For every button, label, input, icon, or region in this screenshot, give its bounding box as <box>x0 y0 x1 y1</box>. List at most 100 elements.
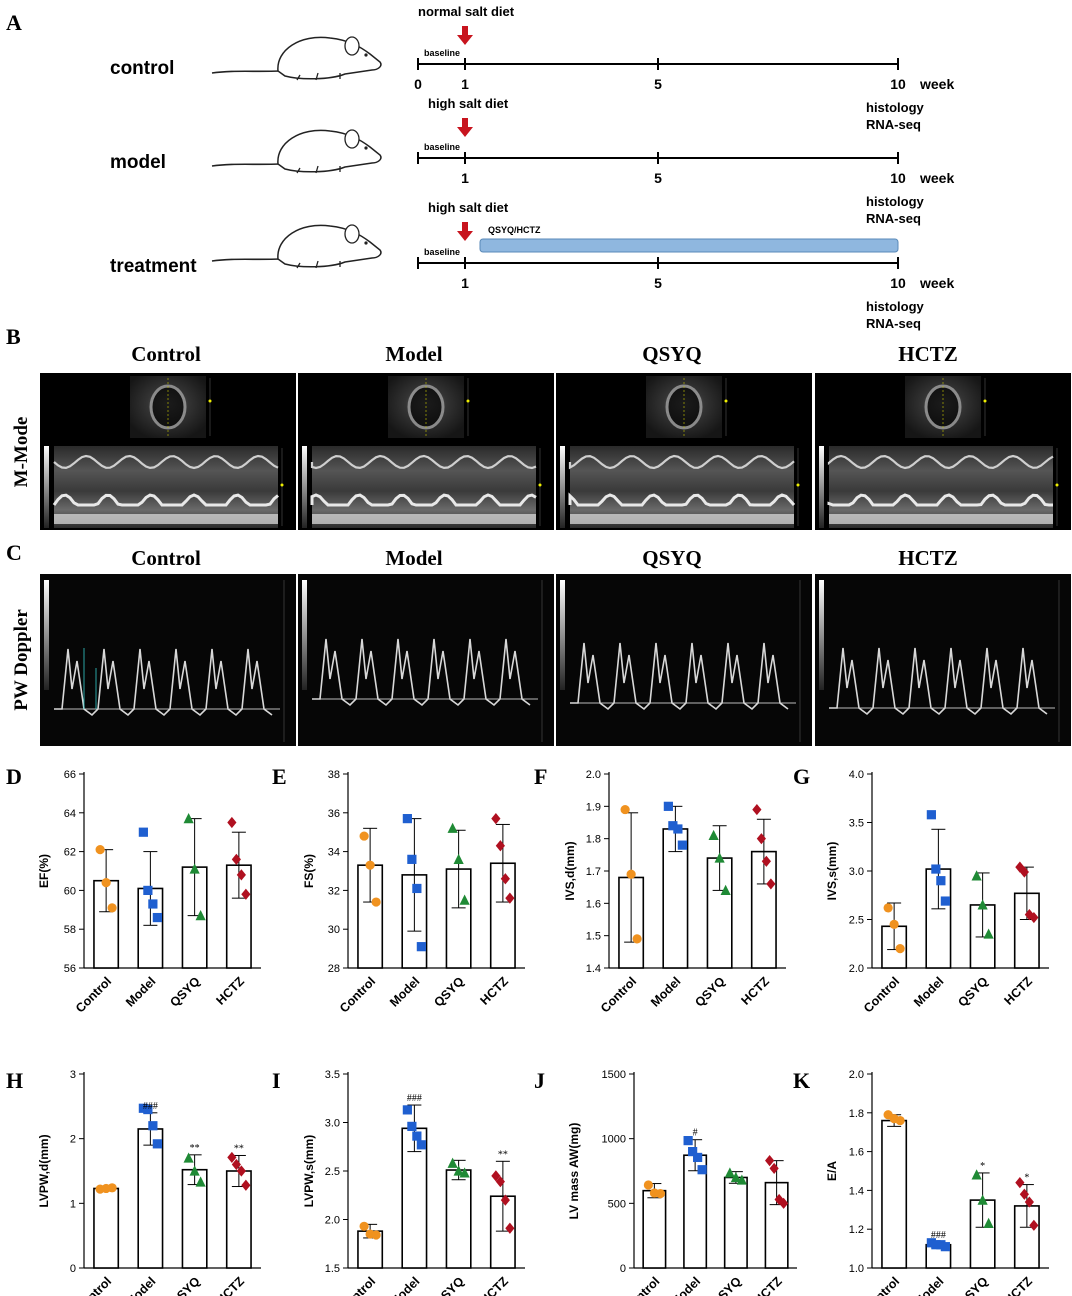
data-point-square <box>416 942 426 952</box>
chart-g: G 2.0 2.5 3.0 3.5 4.0 IVS,s(mm) Control Model QSY… <box>793 764 1049 1016</box>
data-point-triangle <box>708 829 719 841</box>
data-point-diamond <box>500 1194 510 1206</box>
x-tick-label: Control <box>73 974 114 1015</box>
y-axis-label: IVS,d(mm) <box>563 841 577 900</box>
design-row-treatment: treatment high salt diet baseline 1 5 10 week h… <box>110 200 954 331</box>
endpoint-label: histology <box>866 100 925 115</box>
diet-label: high salt diet <box>428 200 509 215</box>
baseline-label: baseline <box>424 142 460 152</box>
data-point-triangle <box>971 870 982 881</box>
y-tick-label: 64 <box>64 808 76 820</box>
data-point-triangle <box>447 822 458 833</box>
data-point-circle <box>95 845 105 855</box>
significance-marker: # <box>693 1128 698 1139</box>
data-point-circle <box>889 919 899 929</box>
data-point-circle <box>895 1115 905 1126</box>
doppler-grayscale-bar <box>44 580 49 690</box>
panel-letter-g: G <box>793 764 810 789</box>
grayscale-bar <box>44 446 49 528</box>
data-point-square <box>940 896 950 906</box>
data-point-square <box>402 1105 412 1115</box>
data-point-square <box>940 1242 950 1252</box>
data-point-diamond <box>1015 1177 1025 1189</box>
tick-label: 1 <box>461 76 469 92</box>
column-title-b-hctz: HCTZ <box>898 342 958 366</box>
significance-marker: * <box>980 1161 985 1172</box>
chart-j: J 0 500 1000 1500 LV mass AW(mg) Control # Model… <box>534 1068 797 1296</box>
data-point-square <box>673 824 683 834</box>
grayscale-bar <box>560 446 565 528</box>
endpoint-label: histology <box>866 194 925 209</box>
y-tick-label: 2.5 <box>325 1166 340 1178</box>
data-point-diamond <box>1019 866 1029 878</box>
data-point-square <box>148 899 158 909</box>
chart-d: D 56 58 60 62 64 66 EF(%) Control Model QSYQ HCTZ <box>6 764 261 1016</box>
data-point-circle <box>620 804 630 815</box>
y-tick-label: 62 <box>64 847 76 859</box>
y-tick-label: 1.0 <box>849 1263 864 1275</box>
tick-label: 1 <box>461 275 469 291</box>
data-point-diamond <box>1024 909 1034 921</box>
x-tick-label: Model <box>123 974 158 1009</box>
y-axis-label: EF(%) <box>37 854 51 888</box>
doppler-waveform <box>54 648 273 717</box>
column-title-c-hctz: HCTZ <box>898 546 958 570</box>
mouse-tail <box>211 163 281 167</box>
x-tick-label: QSYQ <box>692 974 728 1010</box>
y-tick-label: 0 <box>620 1263 626 1275</box>
data-point-diamond <box>505 1222 515 1234</box>
x-tick-label: Model <box>123 1274 158 1296</box>
y-tick-label: 1.6 <box>586 898 601 910</box>
data-point-triangle <box>183 813 194 824</box>
y-tick-label: 2.0 <box>325 1215 340 1227</box>
y-axis-label: IVS,s(mm) <box>825 842 839 901</box>
posterior-band <box>312 514 536 524</box>
diet-label: high salt diet <box>428 96 509 111</box>
x-tick-label: Model <box>911 1274 946 1296</box>
doppler-waveform <box>570 642 789 711</box>
x-tick-label: HCTZ <box>478 974 512 1008</box>
bar-model <box>137 1128 164 1269</box>
m-mode-image-hctz <box>815 373 1071 530</box>
panel-letter-k: K <box>793 1068 810 1093</box>
significance-marker: ** <box>234 1143 244 1154</box>
column-title-b-qsyq: QSYQ <box>642 342 702 366</box>
x-tick-label: QSYQ <box>955 974 991 1010</box>
x-tick-label: QSYQ <box>709 1274 745 1296</box>
data-point-circle <box>359 1221 369 1231</box>
panel-letter-e: E <box>272 764 287 789</box>
data-point-circle <box>107 903 117 913</box>
diet-label: normal salt diet <box>418 4 515 19</box>
data-point-square <box>148 1121 158 1131</box>
week-label: week <box>919 170 954 186</box>
x-tick-label: QSYQ <box>167 974 203 1010</box>
data-point-diamond <box>1029 911 1039 924</box>
bar-control <box>93 1187 120 1269</box>
m-mode-focus <box>280 483 284 487</box>
pw-doppler-image-model <box>298 574 554 746</box>
data-point-square <box>697 1165 707 1175</box>
data-point-diamond <box>752 803 762 816</box>
m-mode-focus <box>796 483 800 487</box>
data-point-square <box>931 1240 941 1250</box>
column-title-b-model: Model <box>385 342 442 366</box>
panel-letter-c: C <box>6 540 22 565</box>
data-point-square <box>143 885 153 895</box>
x-tick-label: Model <box>911 974 946 1009</box>
data-point-diamond <box>765 1155 775 1167</box>
mouse-ear <box>344 129 360 149</box>
data-point-triangle <box>447 1157 458 1168</box>
data-point-diamond <box>756 833 766 845</box>
doppler-grayscale-bar <box>819 580 824 690</box>
tick-label: 5 <box>654 76 662 92</box>
y-tick-label: 56 <box>64 963 76 975</box>
panel-letter-d: D <box>6 764 22 789</box>
treatment-bar <box>479 238 899 253</box>
significance-marker: ** <box>190 1143 200 1154</box>
data-point-diamond <box>1024 1196 1034 1208</box>
tick-label: 5 <box>654 275 662 291</box>
data-point-diamond <box>495 1176 505 1188</box>
week-label: week <box>919 275 954 291</box>
significance-marker: ** <box>498 1149 508 1160</box>
